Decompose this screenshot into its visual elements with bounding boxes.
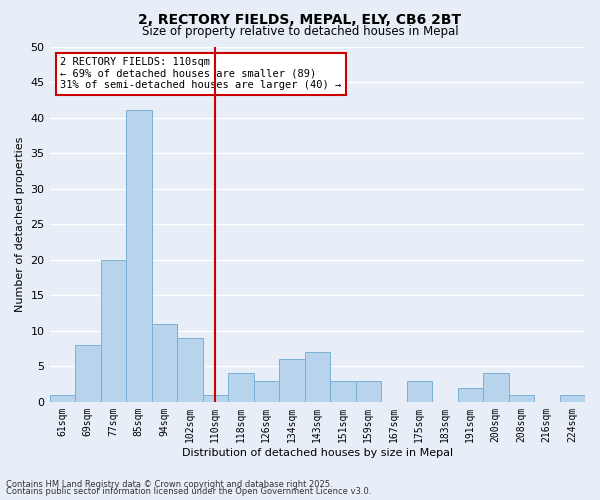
Bar (458, 388, 483, 402)
Text: 2, RECTORY FIELDS, MEPAL, ELY, CB6 2BT: 2, RECTORY FIELDS, MEPAL, ELY, CB6 2BT (139, 12, 461, 26)
Text: Size of property relative to detached houses in Mepal: Size of property relative to detached ho… (142, 25, 458, 38)
Bar (101, 260, 126, 402)
Bar (279, 359, 305, 402)
Text: Contains HM Land Registry data © Crown copyright and database right 2025.: Contains HM Land Registry data © Crown c… (6, 480, 332, 489)
Bar (152, 324, 177, 402)
Bar (356, 380, 381, 402)
Text: 2 RECTORY FIELDS: 110sqm
← 69% of detached houses are smaller (89)
31% of semi-d: 2 RECTORY FIELDS: 110sqm ← 69% of detach… (60, 57, 341, 90)
Y-axis label: Number of detached properties: Number of detached properties (15, 136, 25, 312)
Bar (228, 374, 254, 402)
X-axis label: Distribution of detached houses by size in Mepal: Distribution of detached houses by size … (182, 448, 453, 458)
Text: Contains public sector information licensed under the Open Government Licence v3: Contains public sector information licen… (6, 487, 371, 496)
Bar (509, 394, 534, 402)
Bar (407, 380, 432, 402)
Bar (254, 380, 279, 402)
Bar (75, 345, 101, 402)
Bar (330, 380, 356, 402)
Bar (126, 110, 152, 402)
Bar (483, 374, 509, 402)
Bar (305, 352, 330, 402)
Bar (203, 394, 228, 402)
Bar (560, 394, 585, 402)
Bar (177, 338, 203, 402)
Bar (50, 394, 75, 402)
